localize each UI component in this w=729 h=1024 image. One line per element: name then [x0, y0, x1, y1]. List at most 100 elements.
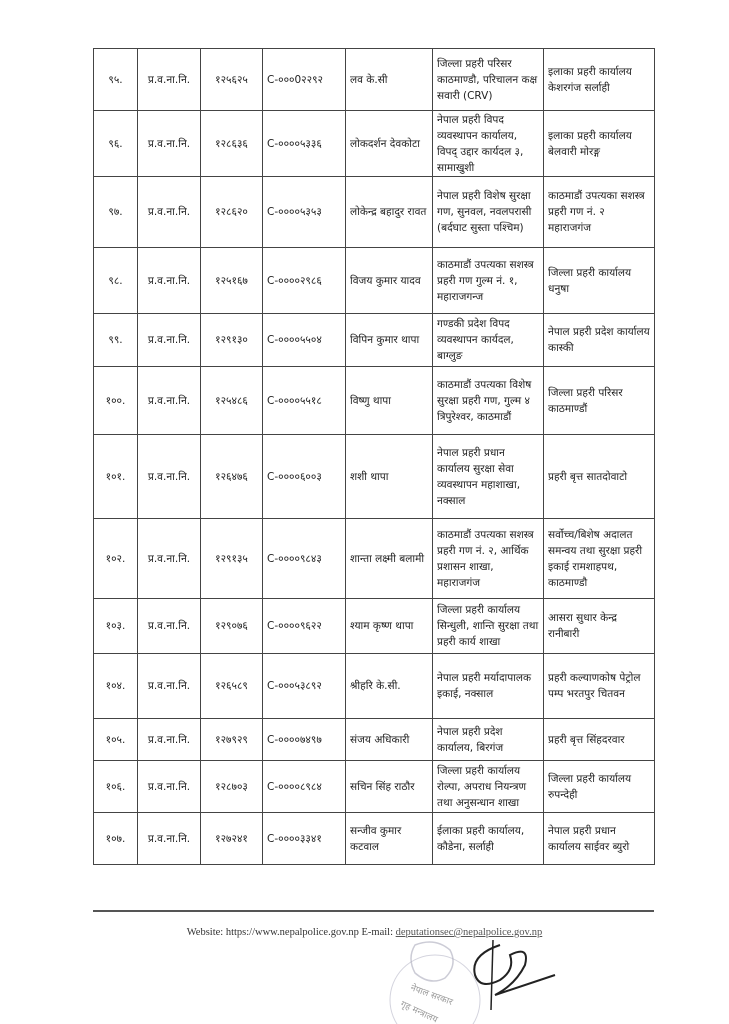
- serial-number-cell: १०१.: [93, 434, 138, 519]
- id-number-cell: १२९१३५: [200, 518, 263, 599]
- serial-number-cell: ९६.: [93, 110, 138, 177]
- current-office-cell: गण्डकी प्रदेश विपद व्यवस्थापन कार्यदल, ब…: [432, 313, 544, 367]
- serial-number-cell: ९९.: [93, 313, 138, 367]
- code-cell: C-००००९८४३: [262, 518, 346, 599]
- name-cell: लोकदर्शन देवकोटा: [345, 110, 433, 177]
- name-cell: शशी थापा: [345, 434, 433, 519]
- table-row: १०४. प्र.व.ना.नि. १२६५८९ C-०००५३८९२ श्रीहरि …: [93, 653, 655, 719]
- table-row: १०३. प्र.व.ना.नि. १२९०७६ C-००००९६२२ श्याम कृ…: [93, 598, 655, 654]
- current-office-cell: काठमाडौं उपत्यका विशेष सुरक्षा प्रहरी गण…: [432, 366, 544, 435]
- serial-number-cell: १०६.: [93, 760, 138, 813]
- id-number-cell: १२७९२९: [200, 718, 263, 761]
- table-row: ९८. प्र.व.ना.नि. १२५१६७ C-००००२९८६ विजय कुमा…: [93, 247, 655, 314]
- id-number-cell: १२८६३६: [200, 110, 263, 177]
- name-cell: विजय कुमार यादव: [345, 247, 433, 314]
- serial-number-cell: ९८.: [93, 247, 138, 314]
- code-cell: C-००००३३४१: [262, 812, 346, 865]
- serial-number-cell: ९७.: [93, 176, 138, 248]
- code-cell: C-००००६००३: [262, 434, 346, 519]
- new-office-cell: इलाका प्रहरी कार्यालय बेलवारी मोरङ्ग: [543, 110, 655, 177]
- footer-email-link[interactable]: deputationsec@nepalpolice.gov.np: [395, 927, 543, 938]
- table-row: १००. प्र.व.ना.नि. १२५४८६ C-००००५५१८ विष्णु थ…: [93, 366, 655, 435]
- name-cell: सन्जीव कुमार कटवाल: [345, 812, 433, 865]
- table-row: ९६. प्र.व.ना.नि. १२८६३६ C-००००५३३६ लोकदर्शन …: [93, 110, 655, 177]
- id-number-cell: १२५४८६: [200, 366, 263, 435]
- name-cell: श्रीहरि के.सी.: [345, 653, 433, 719]
- rank-cell: प्र.व.ना.नि.: [137, 653, 201, 719]
- table-row: ९७. प्र.व.ना.नि. १२८६२० C-००००५३५३ लोकेन्द्र…: [93, 176, 655, 248]
- table-row: १०६. प्र.व.ना.नि. १२८७०३ C-००००८९८४ सचिन सिं…: [93, 760, 655, 813]
- current-office-cell: नेपाल प्रहरी प्रदेश कार्यालय, बिरगंज: [432, 718, 544, 761]
- name-cell: शान्ता लक्ष्मी बलामी: [345, 518, 433, 599]
- current-office-cell: काठमाडौं उपत्यका सशस्त्र प्रहरी गण गुल्म…: [432, 247, 544, 314]
- id-number-cell: १२६४७६: [200, 434, 263, 519]
- id-number-cell: १२९०७६: [200, 598, 263, 654]
- rank-cell: प्र.व.ना.नि.: [137, 812, 201, 865]
- rank-cell: प्र.व.ना.नि.: [137, 247, 201, 314]
- table-row: १०७. प्र.व.ना.नि. १२७२४१ C-००००३३४१ सन्जीव क…: [93, 812, 655, 865]
- code-cell: C-००००८९८४: [262, 760, 346, 813]
- name-cell: श्याम कृष्ण थापा: [345, 598, 433, 654]
- code-cell: C-००००५५१८: [262, 366, 346, 435]
- new-office-cell: जिल्ला प्रहरी परिसर काठमाण्डौं: [543, 366, 655, 435]
- code-cell: C-००००५५०४: [262, 313, 346, 367]
- rank-cell: प्र.व.ना.नि.: [137, 434, 201, 519]
- name-cell: लव के.सी: [345, 48, 433, 111]
- current-office-cell: नेपाल प्रहरी मर्यादापालक इकाई, नक्साल: [432, 653, 544, 719]
- rank-cell: प्र.व.ना.नि.: [137, 110, 201, 177]
- current-office-cell: जिल्ला प्रहरी कार्यालय रोल्पा, अपराध निय…: [432, 760, 544, 813]
- current-office-cell: नेपाल प्रहरी विशेष सुरक्षा गण, सुनवल, नव…: [432, 176, 544, 248]
- official-stamp: नेपाल सरकार गृह मन्त्रालय: [389, 941, 481, 1024]
- personnel-table: ९५. प्र.व.ना.नि. १२५६२५ C-०००0२२९२ लव के.सी ज…: [93, 48, 655, 865]
- id-number-cell: १२८६२०: [200, 176, 263, 248]
- code-cell: C-००००२९८६: [262, 247, 346, 314]
- current-office-cell: नेपाल प्रहरी विपद व्यवस्थापन कार्यालय, व…: [432, 110, 544, 177]
- current-office-cell: काठमाडौं उपत्यका सशस्त्र प्रहरी गण नं. २…: [432, 518, 544, 599]
- new-office-cell: प्रहरी कल्याणकोष पेट्रोल पम्प भरतपुर चित…: [543, 653, 655, 719]
- rank-cell: प्र.व.ना.नि.: [137, 718, 201, 761]
- new-office-cell: नेपाल प्रहरी प्रदेश कार्यालय कास्की: [543, 313, 655, 367]
- serial-number-cell: १०७.: [93, 812, 138, 865]
- name-cell: विपिन कुमार थापा: [345, 313, 433, 367]
- rank-cell: प्र.व.ना.नि.: [137, 313, 201, 367]
- table-row: ९९. प्र.व.ना.नि. १२९१३० C-००००५५०४ विपिन कुम…: [93, 313, 655, 367]
- table-row: १०१. प्र.व.ना.नि. १२६४७६ C-००००६००३ शशी थापा…: [93, 434, 655, 519]
- new-office-cell: आसरा सुधार केन्द्र रानीबारी: [543, 598, 655, 654]
- serial-number-cell: १०४.: [93, 653, 138, 719]
- svg-text:नेपाल सरकार: नेपाल सरकार: [409, 982, 455, 1008]
- serial-number-cell: ९५.: [93, 48, 138, 111]
- svg-text:गृह मन्त्रालय: गृह मन्त्रालय: [399, 1000, 440, 1024]
- name-cell: विष्णु थापा: [345, 366, 433, 435]
- serial-number-cell: १०२.: [93, 518, 138, 599]
- serial-number-cell: १०५.: [93, 718, 138, 761]
- new-office-cell: काठमाडौं उपत्यका सशस्त्र प्रहरी गण नं. २…: [543, 176, 655, 248]
- rank-cell: प्र.व.ना.नि.: [137, 366, 201, 435]
- rank-cell: प्र.व.ना.नि.: [137, 598, 201, 654]
- new-office-cell: प्रहरी बृत्त सिंहदरवार: [543, 718, 655, 761]
- new-office-cell: सर्वोच्च/बिशेष अदालत समन्वय तथा सुरक्षा …: [543, 518, 655, 599]
- id-number-cell: १२६५८९: [200, 653, 263, 719]
- rank-cell: प्र.व.ना.नि.: [137, 176, 201, 248]
- code-cell: C-००००७४९७: [262, 718, 346, 761]
- footer-contact: Website: https://www.nepalpolice.gov.np …: [0, 927, 729, 938]
- code-cell: C-००००५३३६: [262, 110, 346, 177]
- new-office-cell: जिल्ला प्रहरी कार्यालय रुपन्देही: [543, 760, 655, 813]
- current-office-cell: जिल्ला प्रहरी कार्यालय सिन्धुली, शान्ति …: [432, 598, 544, 654]
- name-cell: सचिन सिंह राठौर: [345, 760, 433, 813]
- rank-cell: प्र.व.ना.नि.: [137, 518, 201, 599]
- id-number-cell: १२५१६७: [200, 247, 263, 314]
- id-number-cell: १२८७०३: [200, 760, 263, 813]
- footer-divider: [93, 910, 654, 912]
- code-cell: C-०००0२२९२: [262, 48, 346, 111]
- current-office-cell: जिल्ला प्रहरी परिसर काठमाण्डौ, परिचालन क…: [432, 48, 544, 111]
- code-cell: C-०००५३८९२: [262, 653, 346, 719]
- table-row: ९५. प्र.व.ना.नि. १२५६२५ C-०००0२२९२ लव के.सी ज…: [93, 48, 655, 111]
- table-row: १०५. प्र.व.ना.नि. १२७९२९ C-००००७४९७ संजय अधि…: [93, 718, 655, 761]
- table-row: १०२. प्र.व.ना.नि. १२९१३५ C-००००९८४३ शान्ता ल…: [93, 518, 655, 599]
- code-cell: C-००००५३५३: [262, 176, 346, 248]
- current-office-cell: नेपाल प्रहरी प्रधान कार्यालय सुरक्षा सेव…: [432, 434, 544, 519]
- new-office-cell: जिल्ला प्रहरी कार्यालय धनुषा: [543, 247, 655, 314]
- new-office-cell: प्रहरी बृत्त सातदोवाटो: [543, 434, 655, 519]
- rank-cell: प्र.व.ना.नि.: [137, 760, 201, 813]
- id-number-cell: १२५६२५: [200, 48, 263, 111]
